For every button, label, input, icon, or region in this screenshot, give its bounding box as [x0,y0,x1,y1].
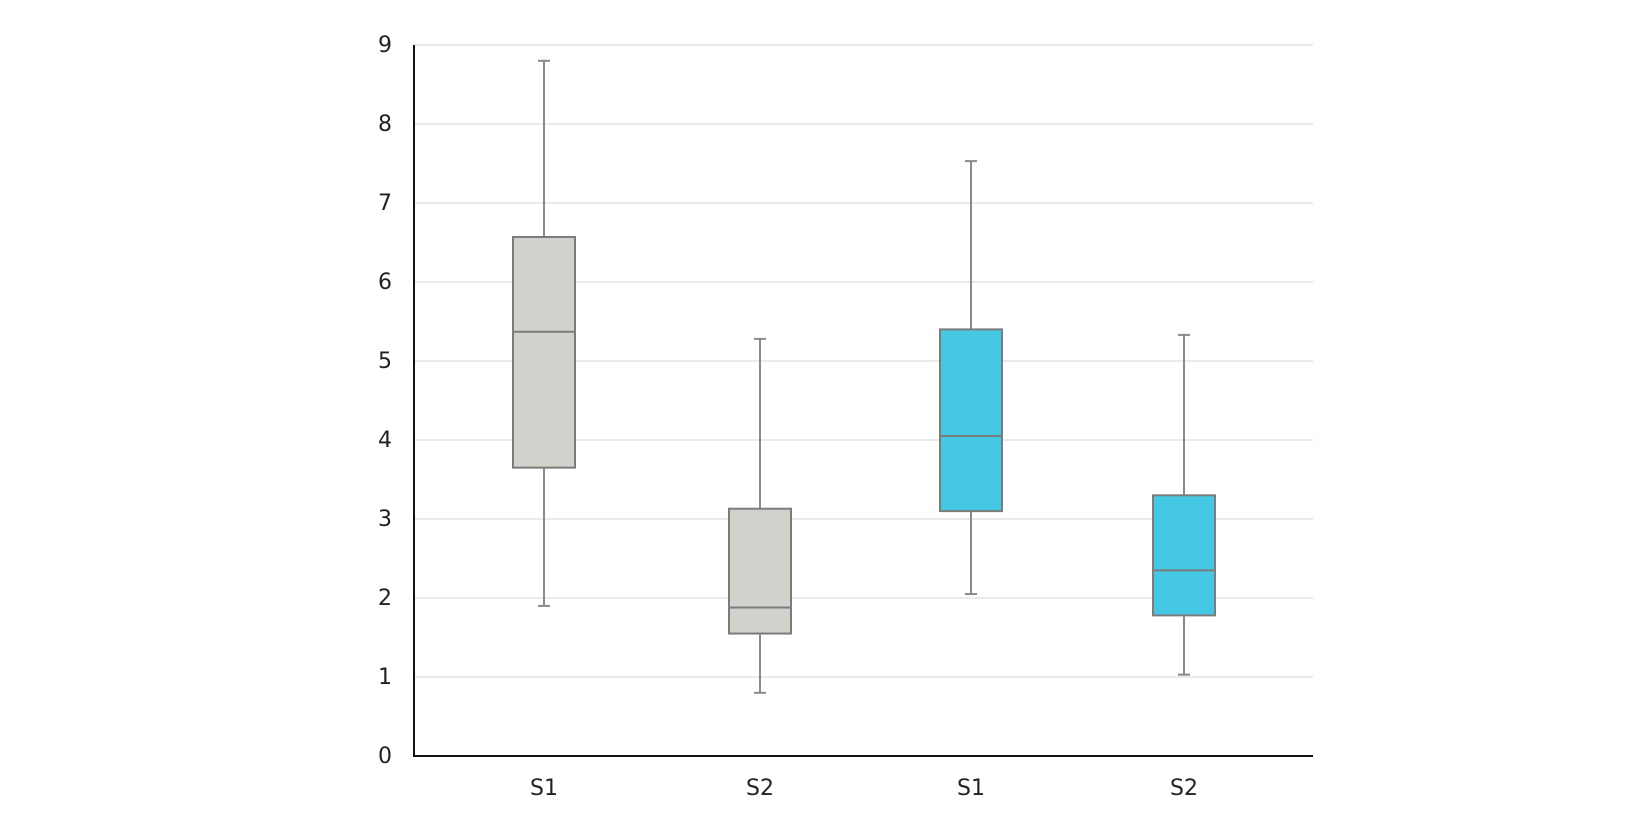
y-tick-label: 3 [378,507,392,532]
y-tick-label: 6 [378,270,392,295]
box-1 [512,59,576,607]
y-tick-label: 9 [378,33,392,58]
box-4 [1152,333,1216,676]
iqr-box [1152,494,1216,617]
iqr-box [512,235,576,469]
y-tick-label: 7 [378,191,392,216]
x-category-label: S1 [957,776,985,801]
box-3 [939,160,1003,596]
x-category-label: S1 [530,776,558,801]
axes [413,45,1313,757]
y-tick-label: 5 [378,349,392,374]
x-category-label: S2 [746,776,774,801]
iqr-box [939,328,1003,513]
y-tick-label: 1 [378,665,392,690]
y-tick-label: 4 [378,428,392,453]
x-category-labels: S1 S2 S1 S2 [530,776,1198,801]
y-tick-labels: 0 1 2 3 4 5 6 7 8 9 [378,33,392,769]
box-2 [728,337,792,694]
y-tick-label: 8 [378,112,392,137]
y-tick-label: 2 [378,586,392,611]
boxes [512,59,1216,694]
y-tick-label: 0 [378,744,392,769]
x-category-label: S2 [1170,776,1198,801]
iqr-box [728,507,792,635]
